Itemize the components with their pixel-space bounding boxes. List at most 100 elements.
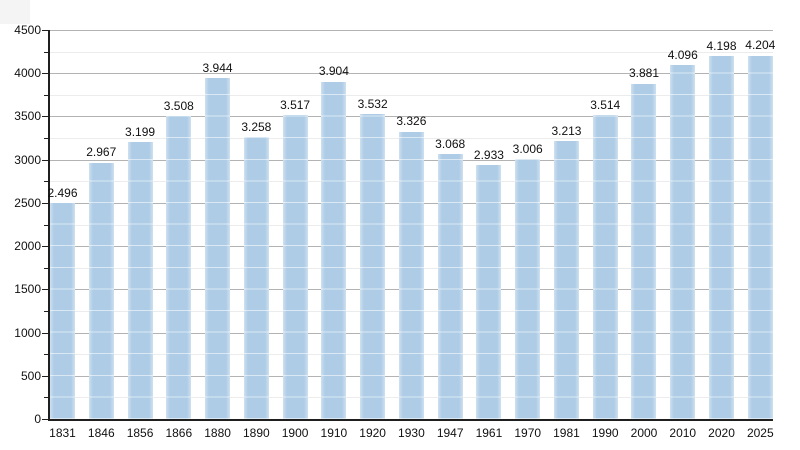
- bar-group: 3.508 1866: [163, 30, 194, 440]
- x-axis-label: 1981: [553, 426, 580, 440]
- x-axis-label: 1846: [87, 426, 115, 440]
- bar-value-label: 3.213: [551, 124, 582, 139]
- x-axis-label: 1947: [436, 426, 464, 440]
- bar-value-label: 4.198: [706, 38, 737, 53]
- bar-group: 2.967 1846: [86, 30, 116, 440]
- bar-value-label: 4.096: [667, 47, 698, 62]
- x-axis-label: 1961: [475, 426, 503, 440]
- y-axis-tick: [42, 116, 48, 118]
- x-axis-label: 1866: [165, 426, 193, 440]
- bar: [709, 56, 735, 419]
- y-axis-tick: [42, 30, 48, 31]
- y-axis-tick: [44, 138, 48, 140]
- bar-group: 4.204 2025: [745, 30, 776, 440]
- bar: [515, 159, 541, 419]
- bar-value-label: 2.496: [47, 186, 78, 201]
- y-axis-tick: [44, 181, 48, 183]
- bar-value-label: 2.933: [473, 148, 504, 163]
- bar-value-label: 3.944: [202, 60, 233, 75]
- corner-artifact: [0, 0, 30, 24]
- y-axis-tick: [42, 375, 48, 377]
- bar: [166, 115, 192, 419]
- bar: [360, 113, 386, 419]
- x-axis-label: 2020: [708, 426, 735, 440]
- y-axis-tick: [44, 354, 48, 356]
- bar-value-label: 3.532: [357, 96, 388, 111]
- bar: [592, 115, 618, 419]
- y-axis-label: 0: [34, 412, 41, 426]
- bar-group: 3.199 1856: [125, 30, 156, 440]
- bar: [321, 81, 347, 419]
- y-axis-tick: [42, 159, 48, 161]
- bar-value-label: 3.068: [435, 136, 466, 151]
- bar-group: 3.258 1890: [241, 30, 272, 440]
- y-axis-tick: [42, 289, 48, 291]
- y-axis-label: 1500: [14, 282, 41, 297]
- y-axis-tick: [42, 419, 48, 420]
- x-axis-label: 1930: [398, 426, 425, 440]
- x-axis-label: 1910: [320, 426, 348, 440]
- bar: [205, 78, 231, 419]
- bar-value-label: 3.514: [590, 98, 621, 113]
- y-axis-tick: [44, 397, 48, 399]
- x-axis-label: 2010: [669, 426, 697, 440]
- y-axis-tick: [42, 246, 48, 248]
- bar: [88, 162, 114, 419]
- bar: [476, 165, 502, 419]
- bar-group: 3.881 2000: [629, 30, 659, 440]
- bar-group: 3.944 1880: [202, 30, 233, 440]
- bar-group: 4.096 2010: [667, 30, 698, 440]
- y-axis-label: 3000: [14, 152, 41, 167]
- bar-group: 3.068 1947: [435, 30, 466, 440]
- bar: [398, 131, 424, 419]
- y-axis-label: 2000: [14, 239, 41, 254]
- bar: [437, 153, 463, 419]
- bar-value-label: 3.258: [241, 120, 272, 135]
- bar-group: 3.532 1920: [357, 30, 388, 440]
- bar-group: 3.326 1930: [396, 30, 427, 440]
- y-axis-tick: [44, 51, 48, 53]
- y-axis-tick: [44, 224, 48, 226]
- x-axis-label: 2000: [630, 426, 658, 440]
- x-axis-label: 1831: [49, 426, 76, 440]
- bar-value-label: 3.508: [163, 98, 194, 113]
- y-axis-label: 4500: [14, 23, 41, 37]
- y-axis-tick: [42, 332, 48, 334]
- bar: [127, 142, 153, 419]
- x-axis-label: 1880: [204, 426, 231, 440]
- y-axis-label: 2500: [14, 195, 41, 210]
- y-axis-tick: [44, 310, 48, 312]
- x-axis-label: 2025: [746, 426, 774, 440]
- y-axis-label: 3500: [14, 109, 41, 124]
- x-axis-label: 1890: [242, 426, 270, 440]
- y-axis-label: 1000: [14, 325, 41, 340]
- bar: [50, 203, 75, 419]
- bar: [670, 64, 696, 419]
- y-axis-tick: [42, 73, 48, 75]
- bars-container: 2.496 1831 2.967 1846 3.199 1856 3.508 1866 3.94…: [47, 30, 776, 440]
- bar-value-label: 3.517: [280, 97, 311, 112]
- bar-group: 2.496 1831: [47, 30, 78, 440]
- bar-value-label: 4.204: [745, 38, 776, 53]
- bar-group: 3.904 1910: [318, 30, 349, 440]
- y-axis-tick: [42, 202, 48, 204]
- x-axis-label: 1970: [514, 426, 542, 440]
- x-axis-label: 1920: [359, 426, 386, 440]
- bar-group: 3.514 1990: [590, 30, 621, 440]
- bar: [747, 55, 773, 419]
- bar-group: 4.198 2020: [706, 30, 737, 440]
- bar: [243, 137, 269, 419]
- y-axis-tick: [44, 267, 48, 269]
- plot-area: 0 500 1000 1500 2000 2500 3000 3500 4000 4500 2.4…: [14, 24, 776, 440]
- x-axis-label: 1856: [126, 426, 154, 440]
- bar-value-label: 3.904: [318, 64, 349, 79]
- y-axis-label: 500: [20, 368, 41, 383]
- bar-group: 2.933 1961: [473, 30, 504, 440]
- x-axis-label: 1900: [281, 426, 309, 440]
- bar-value-label: 3.326: [396, 114, 427, 129]
- bar-value-label: 3.199: [125, 125, 156, 140]
- bar-group: 3.517 1900: [280, 30, 311, 440]
- bar: [282, 114, 308, 419]
- y-axis-tick: [44, 94, 48, 96]
